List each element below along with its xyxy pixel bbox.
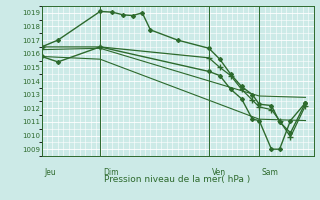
Text: Ven: Ven: [212, 168, 226, 177]
Text: Dim: Dim: [103, 168, 118, 177]
X-axis label: Pression niveau de la mer( hPa ): Pression niveau de la mer( hPa ): [104, 175, 251, 184]
Text: Sam: Sam: [262, 168, 279, 177]
Text: Jeu: Jeu: [44, 168, 56, 177]
